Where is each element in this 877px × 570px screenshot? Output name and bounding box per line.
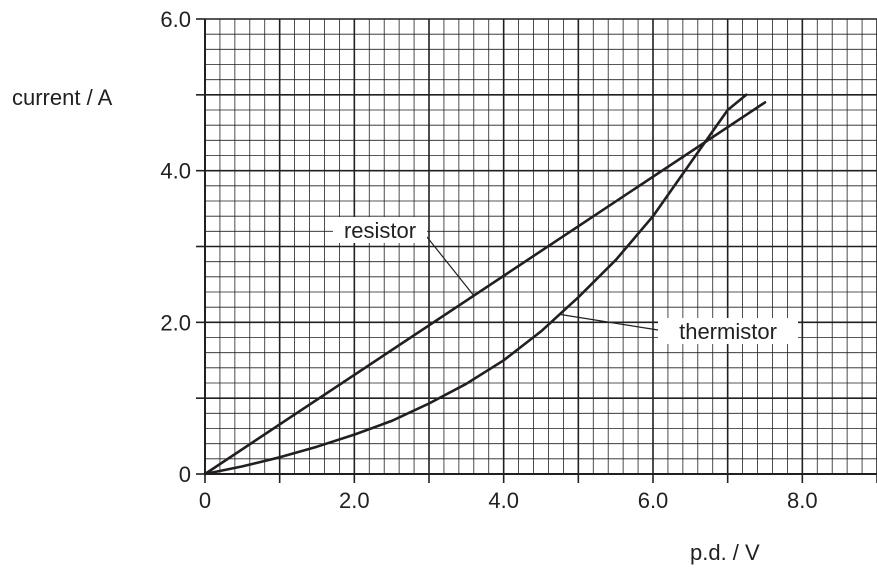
- x-tick-label: 4.0: [488, 488, 519, 513]
- curves: [203, 93, 767, 476]
- annotations: resistor thermistor: [333, 217, 798, 344]
- series-line-resistor: [203, 101, 767, 476]
- y-tick-label: 6.0: [160, 7, 191, 32]
- x-tick-label: 6.0: [638, 488, 669, 513]
- x-tick-label: 8.0: [787, 488, 818, 513]
- leader-line-thermistor: [559, 313, 659, 331]
- x-tick-label: 0: [199, 488, 211, 513]
- series-line-thermistor: [203, 93, 748, 476]
- x-tick-label: 2.0: [339, 488, 370, 513]
- x-axis-title: p.d. / V: [690, 540, 760, 565]
- y-tick-label: 4.0: [160, 159, 191, 184]
- label-background-thermistor: [658, 318, 798, 344]
- label-background-resistor: [333, 217, 427, 243]
- ticks: 0 2.0 4.0 6.0 8.0 0 2.0 4.0 6.0: [160, 7, 877, 513]
- y-axis-title: current / A: [12, 85, 113, 110]
- leader-line-resistor: [426, 236, 475, 297]
- y-tick-label: 2.0: [160, 310, 191, 335]
- y-tick-label: 0: [179, 462, 191, 487]
- curve-label-resistor: resistor: [344, 218, 416, 243]
- curve-label-thermistor: thermistor: [679, 319, 777, 344]
